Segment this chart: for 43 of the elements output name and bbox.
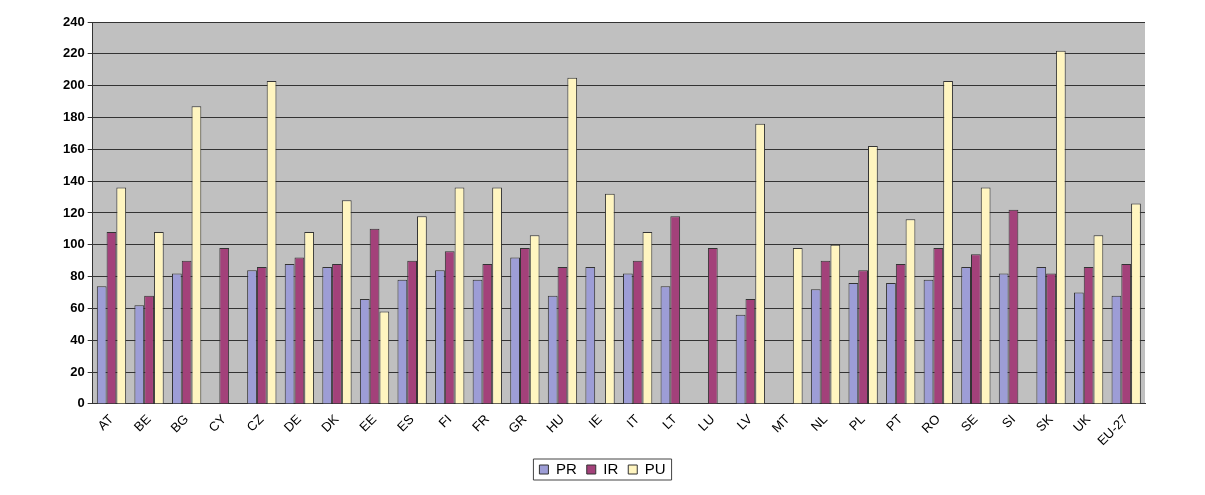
x-tick-label: LU xyxy=(695,411,718,434)
x-tick-label: SK xyxy=(1032,411,1056,435)
x-tick-label: DE xyxy=(280,411,305,435)
x-tick-label: SE xyxy=(957,411,981,435)
legend-label: PR xyxy=(555,459,577,477)
y-tick-label: 180 xyxy=(62,109,85,125)
y-tick-label: 140 xyxy=(62,172,85,188)
y-tick-label: 80 xyxy=(70,268,85,284)
x-tick-label: LV xyxy=(733,411,756,433)
y-tick-label: 60 xyxy=(70,300,85,316)
x-tick-label: CZ xyxy=(243,411,267,435)
x-tick-label: BE xyxy=(130,411,154,435)
y-tick-label: 0 xyxy=(77,395,85,411)
x-tick-label: EE xyxy=(356,411,380,435)
y-tick-label: 240 xyxy=(62,13,85,29)
x-tick-label: SI xyxy=(998,411,1019,431)
x-tick-label: RO xyxy=(918,411,943,436)
x-tick-label: FI xyxy=(435,411,455,431)
y-tick-label: 220 xyxy=(62,45,85,61)
x-tick-label: NL xyxy=(807,411,831,434)
x-tick-label: AT xyxy=(94,411,117,434)
y-tick-label: 160 xyxy=(62,140,85,156)
legend-label: PU xyxy=(644,459,666,477)
x-tick-label: HU xyxy=(543,411,568,436)
y-tick-label: 100 xyxy=(62,236,85,252)
x-tick-label: IT xyxy=(623,411,643,431)
legend-label: IR xyxy=(603,459,619,477)
x-tick-label: DK xyxy=(318,411,342,435)
x-tick-label: GR xyxy=(505,411,530,436)
x-tick-label: CY xyxy=(205,411,230,435)
y-tick-label: 120 xyxy=(62,204,85,220)
x-tick-label: UK xyxy=(1069,411,1094,435)
x-tick-label: LT xyxy=(659,411,680,433)
x-tick-label: FR xyxy=(469,411,492,435)
y-tick-label: 20 xyxy=(70,363,85,379)
x-tick-label: ES xyxy=(393,411,418,435)
y-tick-label: 200 xyxy=(62,77,85,93)
x-tick-label: PL xyxy=(845,411,868,434)
x-tick-label: BG xyxy=(167,411,192,436)
x-tick-label: MT xyxy=(768,411,793,436)
x-tick-label: IE xyxy=(585,411,605,431)
y-tick-label: 40 xyxy=(70,331,85,347)
x-tick-label: PT xyxy=(883,411,906,434)
